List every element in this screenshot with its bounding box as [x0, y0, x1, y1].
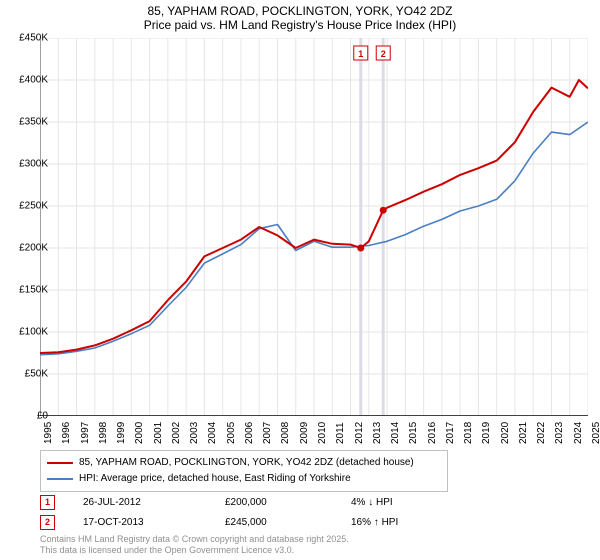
x-axis-label: 1996 — [61, 422, 72, 444]
sale-pct: 16% ↑ HPI — [351, 517, 461, 528]
sale-pct: 4% ↓ HPI — [351, 497, 461, 508]
x-axis-label: 2024 — [573, 422, 584, 444]
table-row: 1 26-JUL-2012 £200,000 4% ↓ HPI — [40, 492, 461, 512]
price-chart: 12 — [40, 38, 588, 416]
x-axis-label: 2006 — [244, 422, 255, 444]
x-axis-label: 2002 — [171, 422, 182, 444]
legend-label-red: 85, YAPHAM ROAD, POCKLINGTON, YORK, YO42… — [79, 455, 414, 471]
table-row: 2 17-OCT-2013 £245,000 16% ↑ HPI — [40, 512, 461, 532]
x-axis-label: 2016 — [427, 422, 438, 444]
sale-date: 26-JUL-2012 — [83, 497, 225, 508]
footer-line1: Contains HM Land Registry data © Crown c… — [40, 534, 349, 545]
legend-item-red: 85, YAPHAM ROAD, POCKLINGTON, YORK, YO42… — [47, 455, 441, 471]
legend-item-blue: HPI: Average price, detached house, East… — [47, 471, 441, 487]
y-axis-label: £300K — [4, 159, 48, 170]
y-axis-label: £0 — [4, 411, 48, 422]
x-axis-label: 1999 — [116, 422, 127, 444]
x-axis-label: 2003 — [189, 422, 200, 444]
x-axis-label: 2012 — [354, 422, 365, 444]
y-axis-label: £200K — [4, 243, 48, 254]
x-axis-label: 2011 — [335, 422, 346, 444]
x-axis-label: 2009 — [299, 422, 310, 444]
x-axis-label: 2015 — [408, 422, 419, 444]
sale-date: 17-OCT-2013 — [83, 517, 225, 528]
y-axis-label: £350K — [4, 117, 48, 128]
x-axis-label: 2017 — [445, 422, 456, 444]
x-axis-label: 2020 — [500, 422, 511, 444]
title-line1: 85, YAPHAM ROAD, POCKLINGTON, YORK, YO42… — [0, 0, 600, 18]
x-axis-label: 2021 — [518, 422, 529, 444]
x-axis-label: 2000 — [134, 422, 145, 444]
x-axis-label: 1998 — [98, 422, 109, 444]
marker-badge-2: 2 — [40, 515, 55, 530]
x-axis-label: 2010 — [317, 422, 328, 444]
x-axis-label: 1997 — [80, 422, 91, 444]
y-axis-label: £450K — [4, 33, 48, 44]
x-axis-label: 2025 — [591, 422, 600, 444]
x-axis-label: 2014 — [390, 422, 401, 444]
x-axis-label: 2004 — [207, 422, 218, 444]
x-axis-label: 2023 — [554, 422, 565, 444]
x-axis-label: 2013 — [372, 422, 383, 444]
x-axis-label: 2019 — [481, 422, 492, 444]
y-axis-label: £250K — [4, 201, 48, 212]
legend-swatch-red — [47, 462, 73, 464]
footer-copyright: Contains HM Land Registry data © Crown c… — [40, 534, 349, 556]
sale-price: £245,000 — [225, 517, 351, 528]
x-axis-label: 1995 — [43, 422, 54, 444]
title-line2: Price paid vs. HM Land Registry's House … — [0, 18, 600, 34]
legend: 85, YAPHAM ROAD, POCKLINGTON, YORK, YO42… — [40, 450, 448, 492]
legend-swatch-blue — [47, 478, 73, 480]
legend-label-blue: HPI: Average price, detached house, East… — [79, 471, 351, 487]
y-axis-label: £400K — [4, 75, 48, 86]
x-axis-label: 2008 — [280, 422, 291, 444]
sales-table: 1 26-JUL-2012 £200,000 4% ↓ HPI 2 17-OCT… — [40, 492, 461, 532]
svg-text:1: 1 — [358, 49, 363, 59]
x-axis-label: 2018 — [463, 422, 474, 444]
footer-line2: This data is licensed under the Open Gov… — [40, 545, 349, 556]
x-axis-label: 2022 — [536, 422, 547, 444]
svg-text:2: 2 — [381, 49, 386, 59]
y-axis-label: £100K — [4, 327, 48, 338]
sale-price: £200,000 — [225, 497, 351, 508]
marker-badge-1: 1 — [40, 495, 55, 510]
x-axis-label: 2007 — [262, 422, 273, 444]
x-axis-label: 2005 — [226, 422, 237, 444]
x-axis-label: 2001 — [153, 422, 164, 444]
y-axis-label: £150K — [4, 285, 48, 296]
y-axis-label: £50K — [4, 369, 48, 380]
